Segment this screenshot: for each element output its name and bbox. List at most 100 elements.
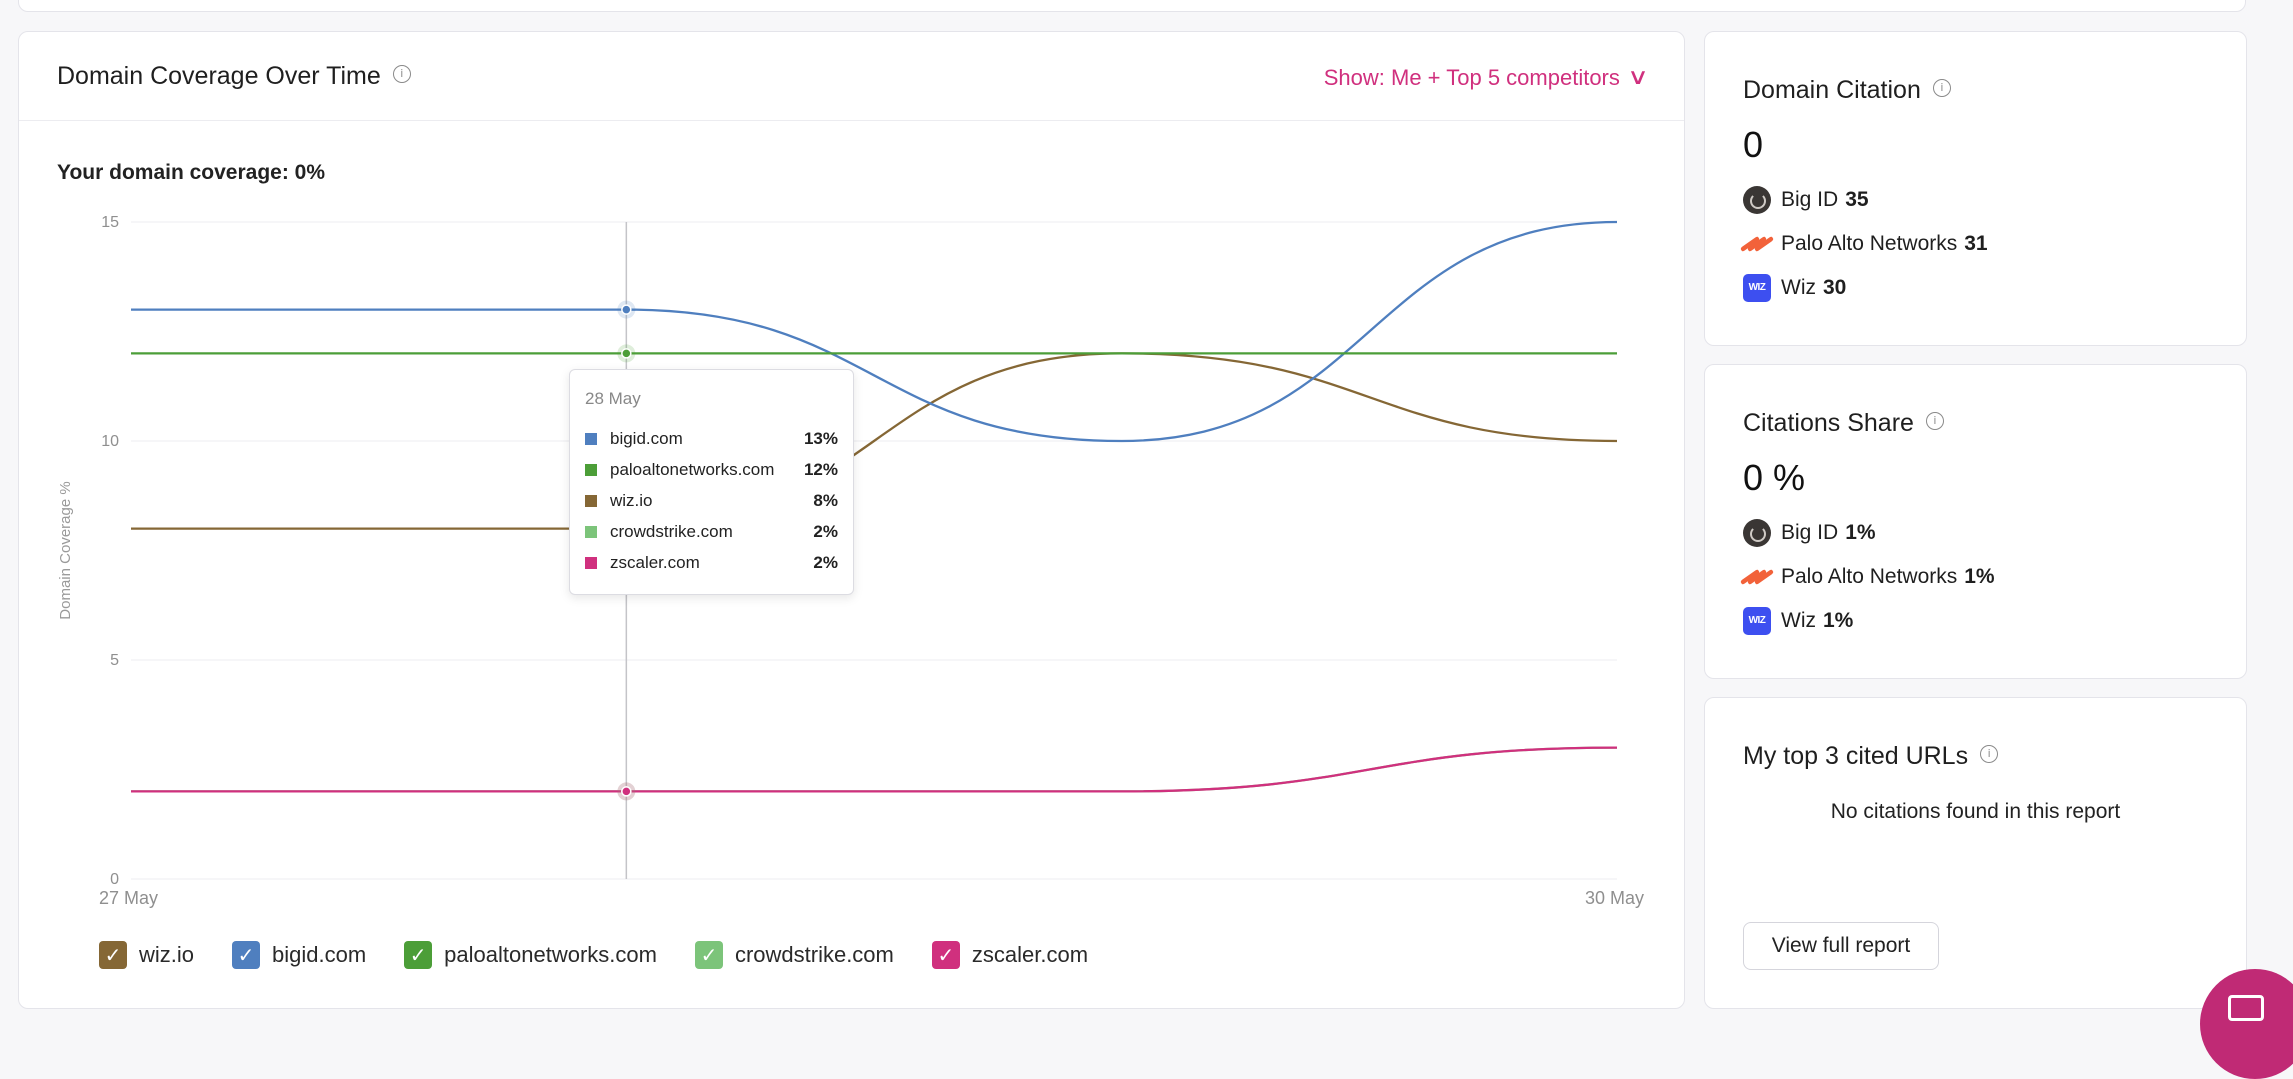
legend-item-bigid[interactable]: ✓ bigid.com xyxy=(232,941,366,969)
legend-item-zscaler[interactable]: ✓ zscaler.com xyxy=(931,941,1089,969)
wiz-logo-icon: WIZ xyxy=(1743,607,1771,635)
tooltip-row: wiz.io 8% xyxy=(585,490,838,512)
coverage-line-chart: 0 5 10 15 27 May 30 May Domain Coverage % xyxy=(57,214,1644,908)
card-header: Domain Coverage Over Time i Show: Me + To… xyxy=(19,32,1684,121)
tooltip-date: 28 May xyxy=(585,389,641,408)
citations-share-title: Citations Share i xyxy=(1743,409,1944,438)
bigid-logo-icon xyxy=(1743,186,1771,214)
bigid-logo-icon xyxy=(1743,519,1771,547)
brand-row-palo-alto: Palo Alto Networks 1% xyxy=(1740,563,1995,591)
x-tick-label: 30 May xyxy=(1585,888,1644,908)
brand-row-wiz: WIZ Wiz 30 xyxy=(1743,274,1846,302)
tooltip-swatch xyxy=(585,526,597,538)
brand-row-wiz: WIZ Wiz 1% xyxy=(1743,607,1853,635)
wiz-logo-icon: WIZ xyxy=(1743,274,1771,302)
brand-row-bigid: Big ID 35 xyxy=(1743,186,1869,214)
checkbox-icon[interactable]: ✓ xyxy=(232,941,261,969)
hover-point xyxy=(621,348,632,359)
empty-state-text: No citations found in this report xyxy=(1830,800,2121,823)
legend-item-crowdstrike[interactable]: ✓ crowdstrike.com xyxy=(694,941,894,969)
y-tick-label: 0 xyxy=(110,871,119,888)
tooltip-row: paloaltonetworks.com 12% xyxy=(585,459,838,481)
x-tick-label: 27 May xyxy=(99,888,158,908)
citations-share-title-text: Citations Share xyxy=(1743,409,1914,437)
legend-item-wiz[interactable]: ✓ wiz.io xyxy=(99,941,194,969)
y-tick-label: 5 xyxy=(110,652,119,669)
legend-label: zscaler.com xyxy=(971,942,1089,967)
legend-label: wiz.io xyxy=(139,942,195,967)
chart-legend: ✓ wiz.io ✓ bigid.com ✓ paloaltonetworks.com… xyxy=(99,941,1126,969)
chevron-down-icon: ∨ xyxy=(1627,64,1649,89)
info-icon[interactable]: i xyxy=(1980,745,1999,764)
brand-value: 1% xyxy=(1845,521,1876,544)
brand-value: 1% xyxy=(1964,565,1995,588)
brand-name: Big ID xyxy=(1781,521,1839,544)
checkbox-icon[interactable]: ✓ xyxy=(931,941,960,969)
tooltip-series-name: zscaler.com xyxy=(610,553,700,572)
series-line-bigid-com xyxy=(131,220,1618,443)
brand-name: Palo Alto Networks xyxy=(1781,565,1958,588)
citations-share-card: Citations Share i 0 % Big ID 1% Palo Alto … xyxy=(1704,364,2247,679)
palo-alto-logo-icon xyxy=(1740,563,1774,591)
chat-icon xyxy=(2228,995,2264,1021)
brand-value: 30 xyxy=(1823,276,1847,299)
domain-coverage-text: Your domain coverage: 0% xyxy=(57,161,326,184)
series-line-zscaler-com xyxy=(131,746,1618,793)
card-title: Domain Coverage Over Time i xyxy=(57,62,411,91)
top-urls-title: My top 3 cited URLs i xyxy=(1743,742,1999,771)
domain-citation-title: Domain Citation i xyxy=(1743,76,1951,105)
tooltip-series-value: 8% xyxy=(813,491,838,510)
y-tick-label: 10 xyxy=(101,433,119,450)
brand-name: Wiz xyxy=(1781,609,1816,632)
domain-citation-card: Domain Citation i 0 Big ID 35 Palo Alto Ne… xyxy=(1704,31,2247,346)
tooltip-series-value: 2% xyxy=(813,522,838,541)
card-title-text: Domain Coverage Over Time xyxy=(57,62,381,90)
view-full-report-button[interactable]: View full report xyxy=(1743,922,1939,970)
tooltip-series-value: 13% xyxy=(803,429,838,448)
series-line-wiz-io xyxy=(131,352,1618,530)
top-card-edge xyxy=(18,0,2246,12)
checkbox-icon[interactable]: ✓ xyxy=(694,941,723,969)
series-line-crowdstrike-com xyxy=(131,746,1618,793)
brand-row-palo-alto: Palo Alto Networks 31 xyxy=(1740,230,1988,258)
tooltip-series-value: 12% xyxy=(803,460,838,479)
brand-row-bigid: Big ID 1% xyxy=(1743,519,1876,547)
tooltip-row: bigid.com 13% xyxy=(585,428,838,450)
tooltip-swatch xyxy=(585,557,597,569)
top-cited-urls-card: My top 3 cited URLs i No citations found … xyxy=(1704,697,2247,1009)
dropdown-label: Show: Me + Top 5 competitors xyxy=(1323,65,1620,90)
legend-item-paloaltonetworks[interactable]: ✓ paloaltonetworks.com xyxy=(404,941,657,969)
brand-name: Palo Alto Networks xyxy=(1781,232,1958,255)
tooltip-row: zscaler.com 2% xyxy=(585,552,838,574)
hover-point xyxy=(621,304,632,315)
tooltip-swatch xyxy=(585,464,597,476)
chart-tooltip: 28 May bigid.com 13% paloaltonetworks.co… xyxy=(569,369,854,595)
palo-alto-logo-icon xyxy=(1740,230,1774,258)
tooltip-row: crowdstrike.com 2% xyxy=(585,521,838,543)
tooltip-swatch xyxy=(585,495,597,507)
tooltip-series-name: crowdstrike.com xyxy=(610,522,733,541)
tooltip-series-value: 2% xyxy=(813,553,838,572)
legend-label: bigid.com xyxy=(272,942,367,967)
competitor-filter-dropdown[interactable]: Show: Me + Top 5 competitors ∨ xyxy=(1323,64,1649,91)
y-axis-label: Domain Coverage % xyxy=(57,481,74,619)
info-icon[interactable]: i xyxy=(1932,79,1951,98)
domain-citation-title-text: Domain Citation xyxy=(1743,76,1921,104)
tooltip-series-name: bigid.com xyxy=(610,429,683,448)
domain-coverage-card: Domain Coverage Over Time i Show: Me + To… xyxy=(18,31,1685,1009)
hover-point xyxy=(621,786,632,797)
legend-label: paloaltonetworks.com xyxy=(444,942,657,967)
checkbox-icon[interactable]: ✓ xyxy=(99,941,127,969)
tooltip-series-name: paloaltonetworks.com xyxy=(610,460,775,479)
brand-value: 35 xyxy=(1845,188,1869,211)
brand-name: Wiz xyxy=(1781,276,1816,299)
info-icon[interactable]: i xyxy=(1925,412,1944,431)
legend-label: crowdstrike.com xyxy=(734,942,894,967)
info-icon[interactable]: i xyxy=(392,65,411,84)
checkbox-icon[interactable]: ✓ xyxy=(404,941,433,969)
tooltip-swatch xyxy=(585,433,597,445)
y-tick-label: 15 xyxy=(101,214,119,231)
tooltip-series-name: wiz.io xyxy=(610,491,653,510)
citations-share-value: 0 % xyxy=(1743,457,1806,498)
chat-fab-button[interactable] xyxy=(2200,969,2293,1079)
